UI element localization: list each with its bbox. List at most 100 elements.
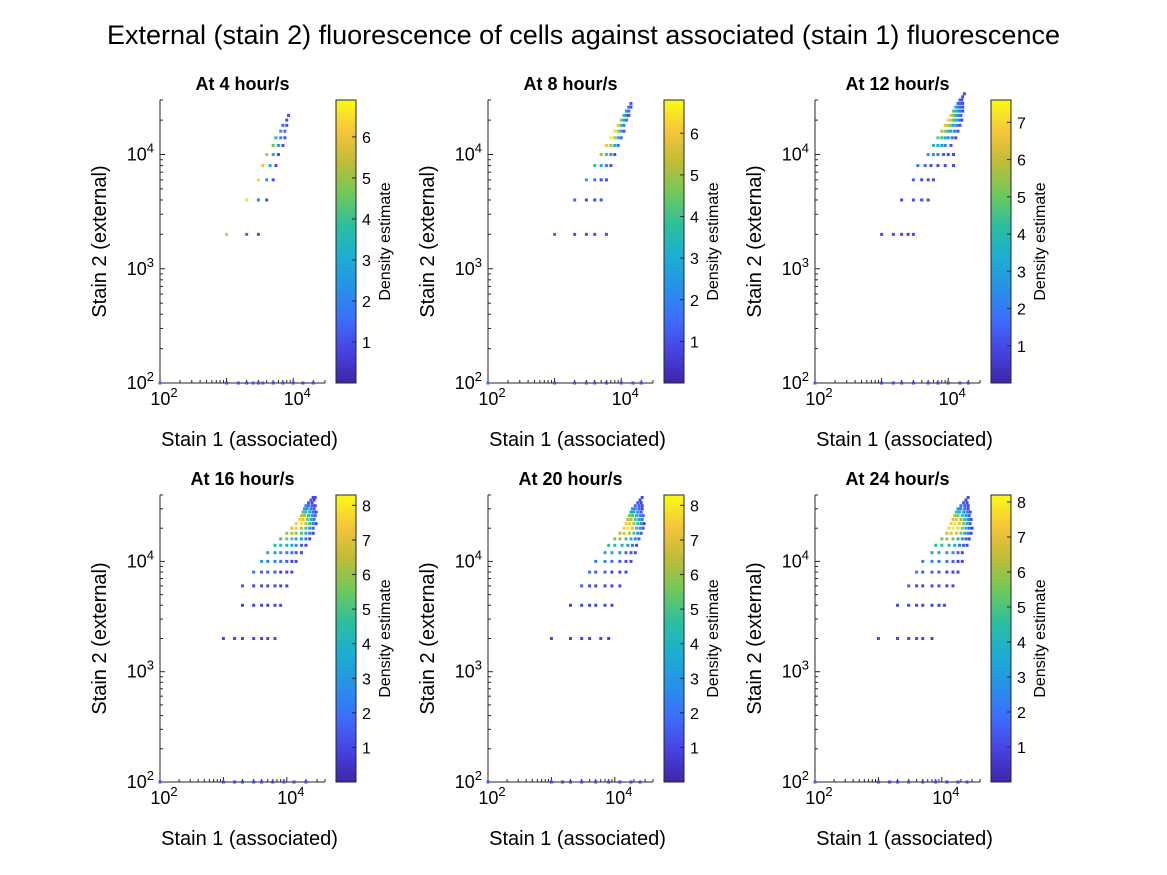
scatter-point xyxy=(310,514,314,518)
scatter-point xyxy=(958,101,962,105)
scatter-point xyxy=(926,178,930,182)
scatter-point xyxy=(599,153,603,157)
x-tick-label: 102 xyxy=(150,784,177,808)
scatter-point xyxy=(916,164,920,168)
scatter-point xyxy=(949,143,953,147)
colorbar-tick-label: 5 xyxy=(362,171,371,188)
y-axis-label: Stain 2 (external) xyxy=(89,562,111,714)
scatter-point xyxy=(911,381,915,385)
colorbar-tick-label: 7 xyxy=(362,533,371,550)
scatter-point xyxy=(936,164,940,168)
scatter-point xyxy=(594,584,598,588)
colorbar xyxy=(663,494,685,783)
scatter-point xyxy=(260,559,264,563)
scatter-point xyxy=(290,570,294,574)
subplot-1: At 4 hour/s 102 104 102 103 104 Stain 1 (assoc… xyxy=(89,74,394,451)
scatter-point xyxy=(959,113,963,117)
colorbar-tick-label: 1 xyxy=(1017,740,1026,757)
scatter-point xyxy=(963,507,967,511)
scatter-point xyxy=(954,517,958,521)
scatter-point xyxy=(624,551,628,555)
scatter-point xyxy=(616,129,620,133)
scatter-point xyxy=(953,543,957,547)
scatter-point xyxy=(968,522,972,526)
y-tick-label: 104 xyxy=(782,547,809,571)
scatter-point xyxy=(268,164,272,168)
scatter-point xyxy=(301,381,305,385)
scatter-point xyxy=(630,507,634,511)
scatter-point xyxy=(599,198,603,202)
scatter-point xyxy=(964,514,968,518)
y-tick-label: 102 xyxy=(127,768,154,792)
scatter-point xyxy=(632,531,636,535)
scatter-point xyxy=(266,603,270,607)
scatter-point xyxy=(639,510,643,514)
scatter-point xyxy=(911,198,915,202)
x-axis-label: Stain 1 (associated) xyxy=(489,828,666,850)
scatter-point xyxy=(260,584,264,588)
scatter-point xyxy=(930,551,934,555)
scatter-point xyxy=(956,780,960,784)
scatter-point xyxy=(569,637,572,640)
scatter-point xyxy=(266,637,270,640)
subplot-6: At 24 hour/s 102 104 102 103 104 Stain 1 (asso… xyxy=(744,469,1049,850)
scatter-point xyxy=(946,153,950,157)
scatter-point xyxy=(276,153,280,157)
y-tick-label: 102 xyxy=(782,369,809,393)
scatter-point xyxy=(943,129,947,133)
colorbar-label: Density estimate xyxy=(377,182,394,300)
scatter-point xyxy=(256,232,260,236)
scatter-point xyxy=(624,559,628,563)
scatter-point xyxy=(308,531,312,535)
scatter-point xyxy=(921,570,925,574)
scatter-point xyxy=(273,637,277,640)
scatter-point xyxy=(158,780,162,784)
scatter-point xyxy=(963,531,967,535)
y-tick-label: 102 xyxy=(127,369,154,393)
scatter-point xyxy=(619,381,623,385)
scatter-point xyxy=(607,637,611,640)
scatter-point xyxy=(966,381,970,385)
scatter-point xyxy=(959,507,963,511)
scatter-point xyxy=(298,517,302,521)
subplot-5: At 20 hour/s 102 104 102 103 104 Stain 1 (asso… xyxy=(417,469,722,850)
scatter-point xyxy=(265,153,269,157)
scatter-point xyxy=(967,526,971,530)
scatter-point xyxy=(616,136,620,140)
y-axis-label: Stain 2 (external) xyxy=(744,165,766,317)
colorbar-tick-label: 8 xyxy=(690,498,699,515)
scatter-point xyxy=(639,501,643,505)
scatter-point xyxy=(896,603,899,607)
scatter-point xyxy=(271,153,275,157)
colorbar-tick-label: 1 xyxy=(362,335,371,352)
scatter-point xyxy=(584,198,588,202)
scatter-point xyxy=(960,526,964,530)
scatter-point xyxy=(949,118,953,122)
scatter-point xyxy=(622,526,626,530)
y-tick-label: 104 xyxy=(455,547,482,571)
scatter-point xyxy=(311,510,315,514)
scatter-point xyxy=(907,603,911,607)
scatter-point xyxy=(956,101,960,105)
colorbar-tick-label: 5 xyxy=(690,168,699,185)
scatter-point xyxy=(911,178,915,182)
scatter-point xyxy=(951,164,955,168)
scatter-point xyxy=(951,526,955,530)
scatter-point xyxy=(304,780,308,784)
scatter-point xyxy=(290,551,294,555)
scatter-point xyxy=(256,198,260,202)
y-tick-label: 103 xyxy=(127,658,154,682)
scatter-point xyxy=(245,232,249,236)
scatter-point xyxy=(896,637,899,640)
scatter-point xyxy=(260,603,264,607)
x-tick-label: 104 xyxy=(605,784,632,808)
colorbar-tick-label: 1 xyxy=(362,740,371,757)
scatter-point xyxy=(265,178,269,182)
scatter-point xyxy=(934,543,938,547)
scatter-point xyxy=(970,526,974,530)
scatter-point xyxy=(954,113,958,117)
scatter-point xyxy=(960,537,964,541)
scatter-point xyxy=(632,510,636,514)
scatter-point xyxy=(636,510,640,514)
scatter-point xyxy=(962,510,966,514)
